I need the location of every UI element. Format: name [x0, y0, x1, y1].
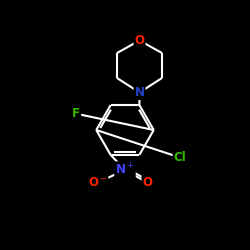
- Text: N: N: [134, 86, 144, 99]
- Text: O$^-$: O$^-$: [88, 176, 108, 188]
- Text: N$^+$: N$^+$: [115, 162, 135, 178]
- Text: F: F: [72, 107, 80, 120]
- Text: O: O: [142, 176, 152, 188]
- Text: Cl: Cl: [174, 151, 186, 164]
- Text: O: O: [134, 34, 144, 47]
